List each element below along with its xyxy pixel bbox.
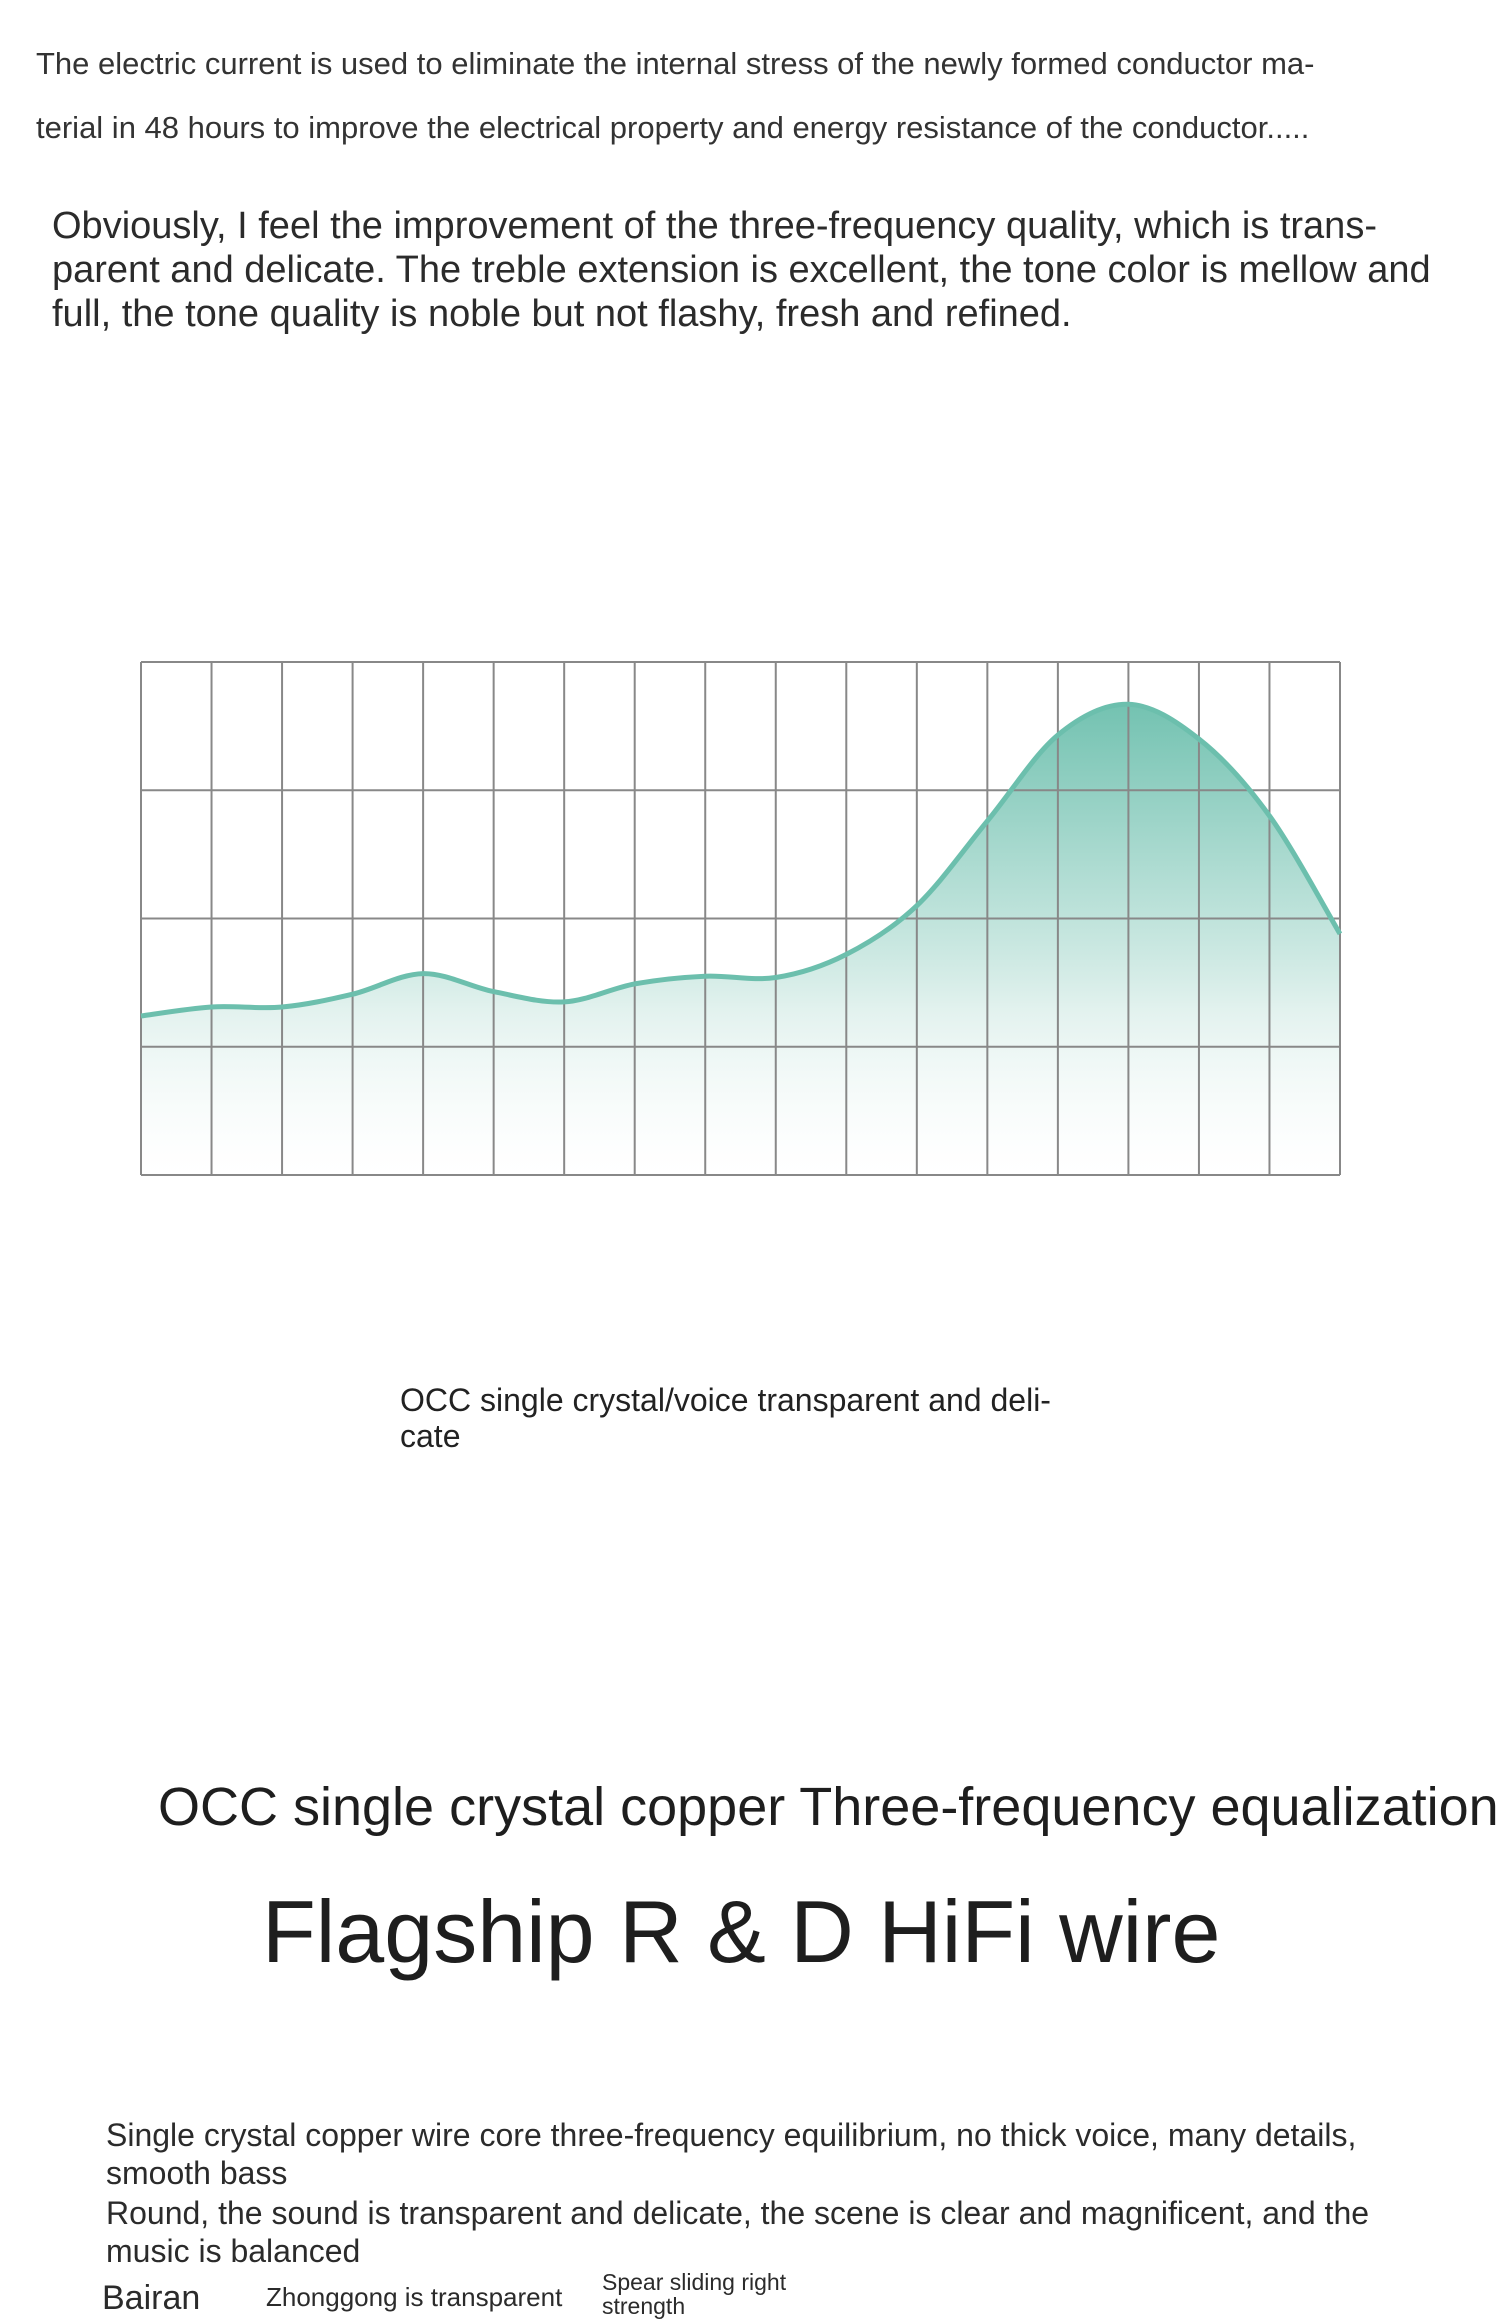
headline-title: Flagship R & D HiFi wire <box>262 1882 1221 1981</box>
chart-data-point <box>211 1006 212 1007</box>
chart-data-point <box>141 1015 142 1016</box>
intro-text-line-1: The electric current is used to eliminat… <box>36 46 1315 81</box>
chart-data-point <box>846 954 847 955</box>
bass-tag: Bairan <box>102 2279 201 2317</box>
treble-tag: Spear sliding right strength <box>602 2269 787 2319</box>
chart-data-point <box>352 994 353 995</box>
chart-data-point <box>634 983 635 984</box>
chart-data-point <box>705 976 706 977</box>
chart-series-line <box>140 701 1343 1019</box>
headline-subtitle: OCC single crystal copper Three-frequenc… <box>158 1777 1499 1837</box>
mid-tag: Zhonggong is transparent <box>266 2282 563 2312</box>
chart-data-point <box>1340 933 1341 934</box>
chart-data-point <box>423 973 424 974</box>
chart-data-point <box>564 1001 565 1002</box>
chart-data-point <box>1198 738 1199 739</box>
intro-text-line-2: terial in 48 hours to improve the electr… <box>36 110 1310 145</box>
chart-area-fill <box>141 704 1340 1175</box>
chart-data-point <box>775 977 776 978</box>
quality-paragraph: Obviously, I feel the improvement of the… <box>52 205 1431 335</box>
chart-data-point <box>1269 815 1270 816</box>
chart-data-point <box>1128 704 1129 705</box>
chart-data-point <box>987 821 988 822</box>
chart-data-point <box>916 905 917 906</box>
chart-caption: OCC single crystal/voice transparent and… <box>400 1382 1051 1454</box>
description-line-2: Round, the sound is transparent and deli… <box>106 2195 1370 2269</box>
chart-data-point <box>1057 735 1058 736</box>
description-line-1: Single crystal copper wire core three-fr… <box>106 2117 1357 2191</box>
chart-data-point <box>493 991 494 992</box>
chart-data-point <box>282 1006 283 1007</box>
